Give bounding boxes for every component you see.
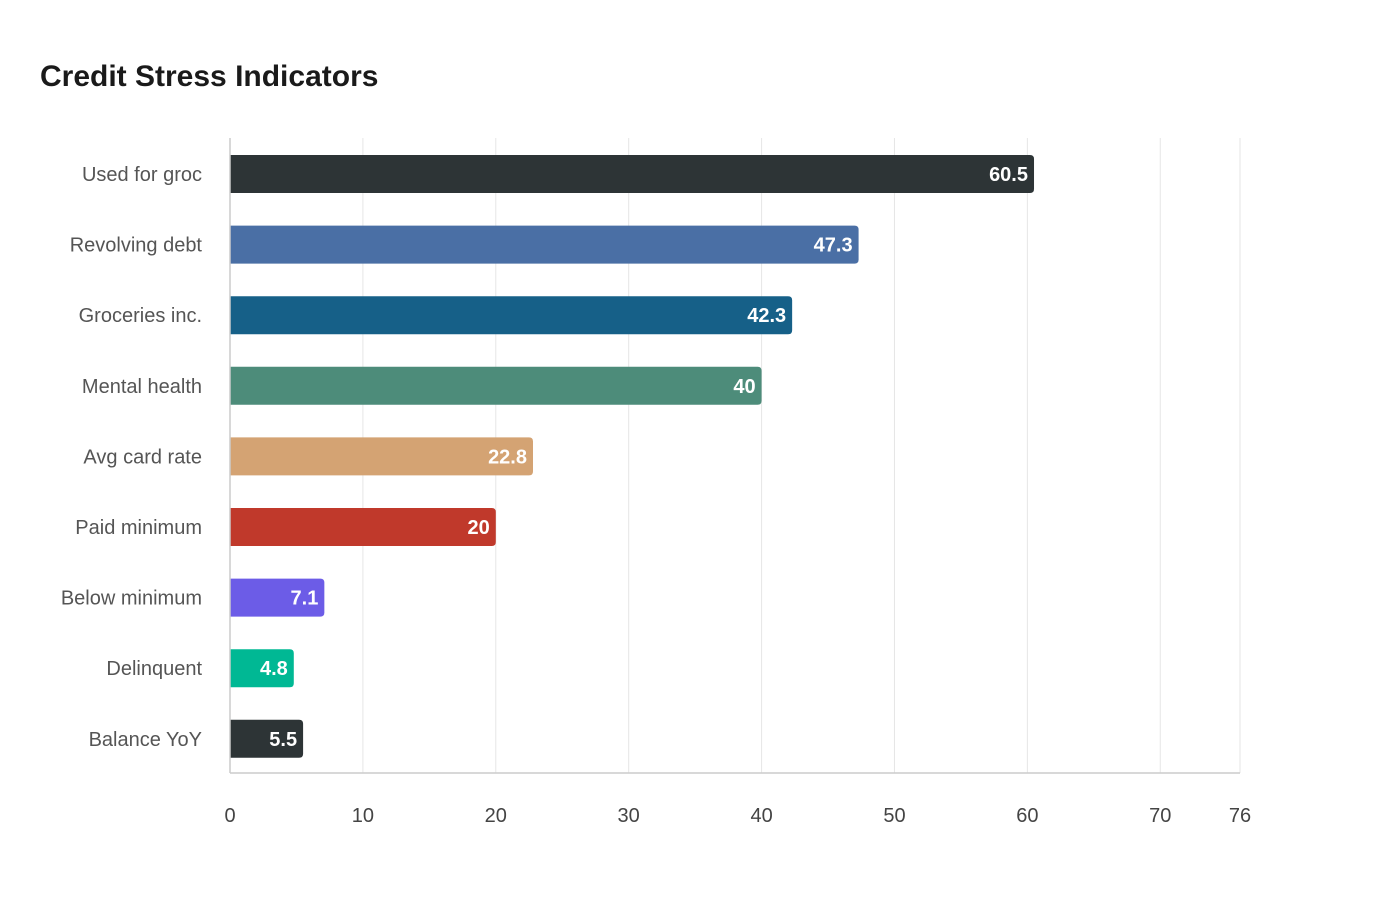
category-label: Mental health [82, 376, 202, 398]
category-label: Balance YoY [89, 729, 202, 751]
category-label: Delinquent [106, 658, 202, 680]
data-label: 40 [733, 376, 755, 398]
x-tick-label: 60 [1016, 805, 1038, 827]
x-tick-label: 40 [750, 805, 772, 827]
category-label: Used for groc [82, 164, 202, 186]
data-label: 5.5 [269, 729, 297, 751]
bar [230, 437, 533, 476]
category-label: Below minimum [61, 588, 202, 610]
category-label: Groceries inc. [79, 305, 202, 327]
category-label: Avg card rate [83, 446, 202, 468]
data-label: 42.3 [747, 305, 786, 327]
data-label: 47.3 [814, 235, 853, 257]
chart-title: Credit Stress Indicators [40, 60, 379, 93]
data-label: 20 [468, 517, 490, 539]
x-tick-label: 70 [1149, 805, 1171, 827]
labels: 0 10 20 30 40 50 60 70 76 Used for groc 60.5 Revolv… [61, 164, 1251, 827]
bar [230, 155, 1035, 193]
data-label: 7.1 [291, 588, 319, 610]
bar [230, 225, 859, 264]
bar [230, 296, 793, 335]
bar [230, 366, 762, 405]
category-label: Paid minimum [75, 517, 202, 539]
category-label: Revolving debt [70, 235, 203, 257]
bar [230, 719, 304, 758]
x-tick-label: 50 [883, 805, 905, 827]
x-tick-label: 0 [224, 805, 235, 827]
bar [230, 649, 294, 688]
x-tick-label: 20 [485, 805, 507, 827]
x-tick-label: 76 [1229, 805, 1251, 827]
data-label: 4.8 [260, 658, 288, 680]
x-tick-label: 10 [352, 805, 374, 827]
data-label: 22.8 [488, 446, 527, 468]
bar [230, 508, 496, 546]
axes [229, 138, 1240, 774]
bar [230, 578, 325, 617]
x-tick-label: 30 [618, 805, 640, 827]
bars [230, 155, 1035, 758]
data-label: 60.5 [989, 164, 1028, 186]
